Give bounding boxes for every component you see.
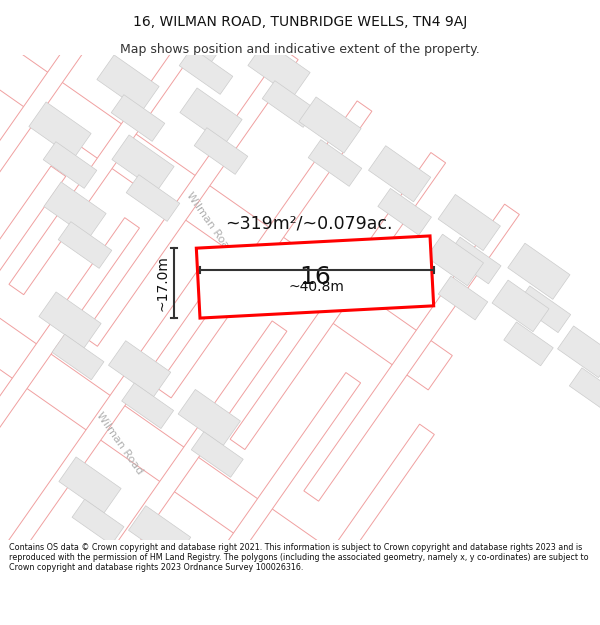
Polygon shape <box>142 548 194 594</box>
Polygon shape <box>165 8 227 64</box>
Text: Wilman Road: Wilman Road <box>95 410 145 476</box>
Polygon shape <box>508 243 570 299</box>
Polygon shape <box>438 194 500 251</box>
Polygon shape <box>128 506 191 562</box>
Polygon shape <box>157 101 372 398</box>
Polygon shape <box>191 432 243 478</box>
Polygon shape <box>262 81 316 128</box>
Text: ~40.8m: ~40.8m <box>289 280 345 294</box>
Polygon shape <box>0 0 77 191</box>
Polygon shape <box>9 0 224 294</box>
Polygon shape <box>304 204 520 501</box>
Polygon shape <box>504 322 553 366</box>
Polygon shape <box>0 40 452 390</box>
Text: Wilman Road: Wilman Road <box>185 190 235 256</box>
Polygon shape <box>145 372 361 625</box>
Polygon shape <box>247 1 301 48</box>
Polygon shape <box>219 424 434 625</box>
Text: ~17.0m: ~17.0m <box>155 255 169 311</box>
Polygon shape <box>0 260 367 610</box>
Polygon shape <box>378 188 431 235</box>
Polygon shape <box>230 152 446 449</box>
Polygon shape <box>44 182 106 238</box>
Polygon shape <box>557 326 600 378</box>
Polygon shape <box>97 55 159 111</box>
Polygon shape <box>517 286 571 332</box>
Polygon shape <box>0 269 213 566</box>
Text: ~319m²/~0.079ac.: ~319m²/~0.079ac. <box>225 214 392 232</box>
Polygon shape <box>112 135 174 191</box>
Polygon shape <box>211 597 263 625</box>
Polygon shape <box>111 94 165 141</box>
Polygon shape <box>427 234 484 286</box>
Polygon shape <box>59 457 121 513</box>
Polygon shape <box>43 142 97 188</box>
Polygon shape <box>438 276 488 320</box>
Polygon shape <box>299 97 361 153</box>
Polygon shape <box>126 174 180 221</box>
Text: 16: 16 <box>299 265 331 289</box>
Polygon shape <box>308 139 362 186</box>
Polygon shape <box>29 102 91 158</box>
Polygon shape <box>180 88 242 144</box>
Polygon shape <box>83 49 298 346</box>
Polygon shape <box>178 389 241 446</box>
Polygon shape <box>52 334 104 380</box>
Polygon shape <box>71 321 287 618</box>
Text: 16, WILMAN ROAD, TUNBRIDGE WELLS, TN4 9AJ: 16, WILMAN ROAD, TUNBRIDGE WELLS, TN4 9A… <box>133 16 467 29</box>
Text: Contains OS data © Crown copyright and database right 2021. This information is : Contains OS data © Crown copyright and d… <box>9 542 589 572</box>
Polygon shape <box>109 341 171 397</box>
Polygon shape <box>268 603 330 625</box>
Polygon shape <box>198 554 260 611</box>
Polygon shape <box>248 41 310 97</box>
Polygon shape <box>0 166 66 463</box>
Polygon shape <box>0 0 151 243</box>
Polygon shape <box>122 383 173 429</box>
Polygon shape <box>0 217 139 514</box>
Polygon shape <box>492 280 549 332</box>
Polygon shape <box>196 236 434 318</box>
Polygon shape <box>194 127 248 174</box>
Polygon shape <box>58 222 112 268</box>
Polygon shape <box>569 368 600 412</box>
Polygon shape <box>39 292 101 348</box>
Polygon shape <box>72 499 124 545</box>
Polygon shape <box>179 48 233 94</box>
Polygon shape <box>233 0 295 17</box>
Polygon shape <box>368 146 431 202</box>
Text: Map shows position and indicative extent of the property.: Map shows position and indicative extent… <box>120 43 480 56</box>
Polygon shape <box>448 237 501 284</box>
